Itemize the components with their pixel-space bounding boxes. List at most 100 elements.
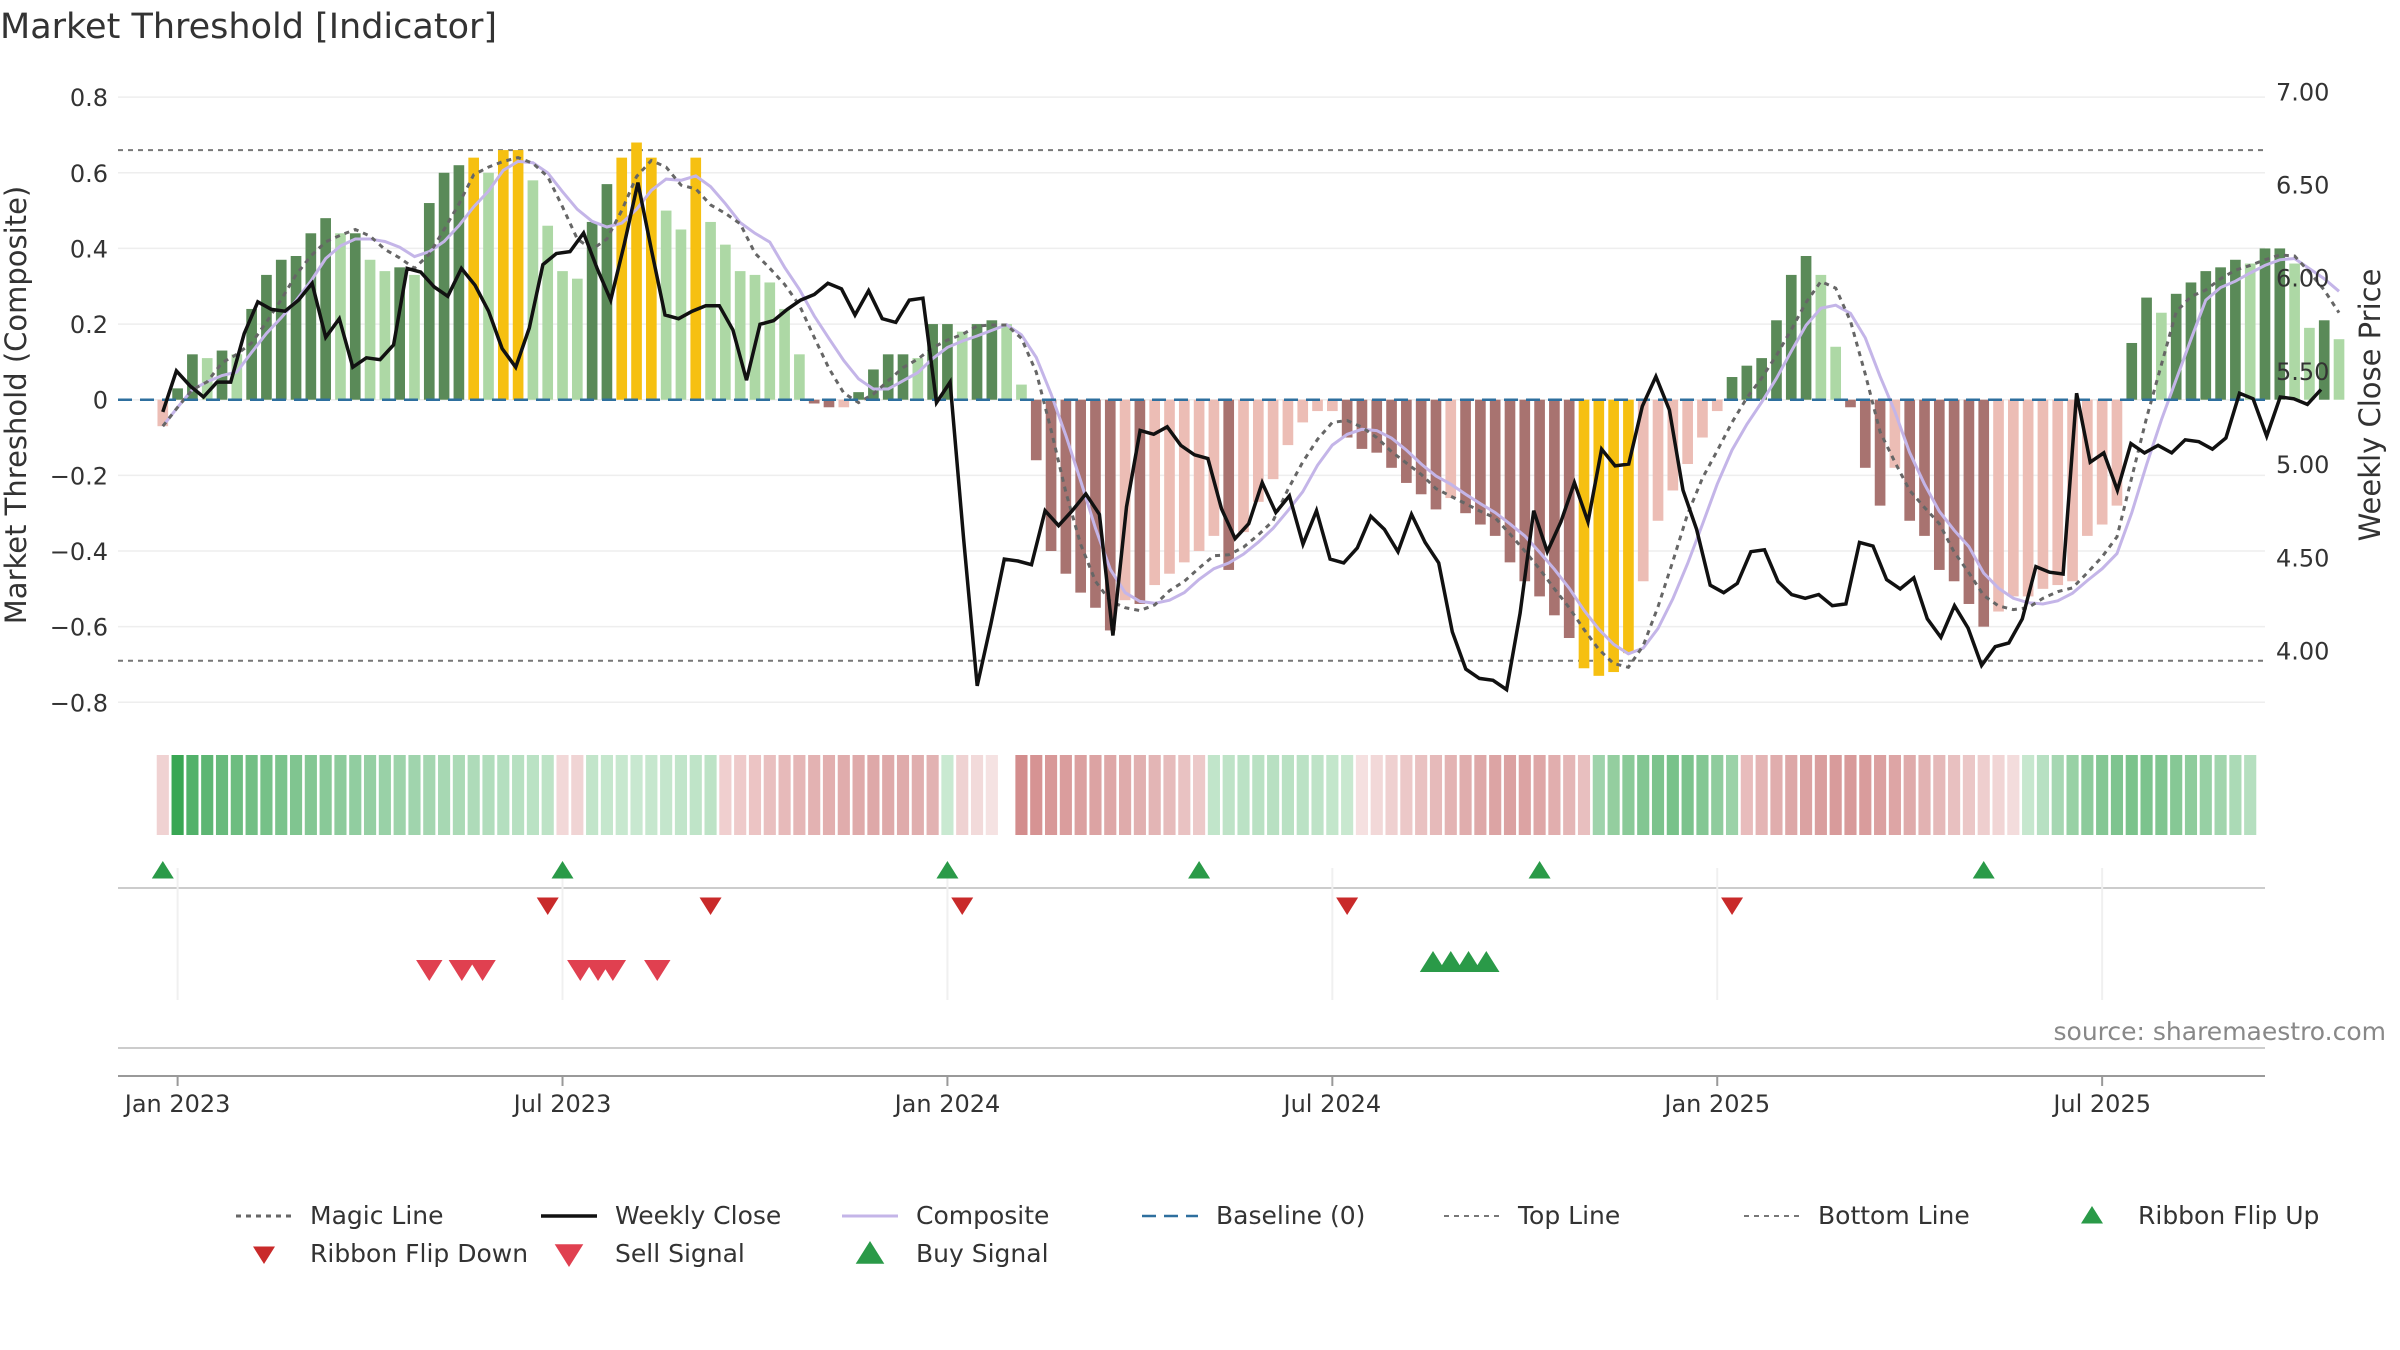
ribbon-cell (1622, 755, 1635, 835)
legend-label: Sell Signal (615, 1239, 745, 1268)
ribbon-cell (1489, 755, 1502, 835)
composite-bar (1637, 399, 1649, 582)
ribbon-cell (2096, 755, 2109, 835)
ribbon-cell (1089, 755, 1102, 835)
right-tick-label: 4.00 (2276, 637, 2329, 665)
composite-bar (1030, 399, 1042, 461)
composite-bar (1208, 399, 1220, 536)
composite-bar (1697, 399, 1708, 438)
ribbon-cell (156, 755, 169, 835)
composite-bar (2215, 267, 2226, 400)
composite-bar (1386, 399, 1397, 468)
ribbon-cell (541, 755, 554, 835)
legend-item-flipup: Ribbon Flip Up (2081, 1201, 2319, 1230)
right-tick-label: 6.00 (2276, 265, 2329, 293)
ribbon-cell (1962, 755, 1975, 835)
ribbon-cell (512, 755, 525, 835)
ribbon-cell (186, 755, 199, 835)
composite-bar (468, 157, 480, 400)
composite-bar (631, 142, 642, 400)
ribbon-cell (1874, 755, 1887, 835)
ribbon-cell (1755, 755, 1768, 835)
ribbon-flip-down-marker (536, 897, 559, 915)
ribbon-cell (778, 755, 791, 835)
ribbon-cell (793, 755, 806, 835)
ribbon-cell (1355, 755, 1369, 835)
composite-bar (1489, 399, 1501, 536)
ribbon-cell (1725, 755, 1739, 835)
series-lines (118, 156, 2341, 693)
ribbon-cell (956, 755, 969, 835)
ribbon-cell (2199, 755, 2212, 835)
ribbon-cell (1044, 755, 1058, 835)
composite-bar (1178, 399, 1190, 563)
legend-item-baseline: Baseline (0) (1142, 1201, 1365, 1230)
composite-bar (1726, 377, 1738, 400)
sell-signal-marker (567, 960, 594, 981)
composite-bar (497, 150, 509, 400)
composite-bar (1948, 399, 1960, 582)
ribbon-cell (1696, 755, 1709, 835)
ribbon-cell (1592, 755, 1605, 835)
composite-bar (1711, 399, 1723, 412)
right-tick-label: 6.50 (2276, 172, 2329, 200)
signal-rows (118, 861, 2265, 1049)
composite-bar (912, 358, 924, 400)
x-tick-label: Jan 2023 (123, 1090, 231, 1118)
ribbon-cell (1829, 755, 1842, 835)
ribbon-cell (852, 755, 865, 835)
ribbon-cell (304, 755, 317, 835)
right-tick-label: 5.00 (2276, 451, 2329, 479)
composite-bar (187, 354, 198, 400)
legend-swatch (554, 1244, 584, 1267)
composite-bar (2141, 297, 2152, 400)
ribbon-cell (1518, 755, 1531, 835)
ribbon-cell (1341, 755, 1354, 835)
ribbon-cell (1918, 755, 1931, 835)
x-tick-label: Jul 2025 (2051, 1090, 2151, 1118)
ribbon-cell (1607, 755, 1620, 835)
legend-item-magic: Magic Line (236, 1201, 444, 1230)
composite-bar (1741, 365, 1753, 400)
ribbon-cell (171, 755, 184, 835)
composite-bar (172, 388, 183, 400)
ribbon-flip-up-marker (1972, 861, 1995, 879)
legend-label: Baseline (0) (1216, 1201, 1365, 1230)
left-tick-label: 0 (93, 387, 108, 415)
ribbon-cell (2155, 755, 2168, 835)
composite-bar (971, 324, 983, 400)
composite-bar (1608, 399, 1619, 673)
ribbon-cell (482, 755, 495, 835)
composite-bar (2126, 342, 2138, 400)
ribbon-cell (837, 755, 850, 835)
ribbon-flip-up-marker (1188, 861, 1211, 879)
ribbon-cell (911, 755, 924, 835)
composite-bar (1164, 399, 1175, 574)
ribbon-cell (1370, 755, 1383, 835)
x-tick-label: Jul 2024 (1281, 1090, 1381, 1118)
ribbon-cell (1533, 755, 1546, 835)
composite-bar (1401, 399, 1412, 483)
ribbon-cell (1651, 755, 1665, 835)
composite-bar (1267, 399, 1279, 480)
right-tick-label: 4.50 (2276, 544, 2329, 572)
composite-bar (1978, 399, 1990, 627)
composite-bar (438, 172, 450, 400)
composite-bar (1149, 399, 1161, 586)
composite-bar (1504, 399, 1516, 563)
composite-bar (1578, 399, 1590, 669)
ribbon-cell (1844, 755, 1857, 835)
composite-bar (275, 259, 287, 400)
ribbon-cell (245, 755, 258, 835)
composite-bar (1845, 399, 1856, 408)
composite-bar (1933, 399, 1945, 570)
ribbon-cell (1563, 755, 1576, 835)
composite-bar (2096, 399, 2108, 525)
ribbon-cell (2022, 755, 2035, 835)
legend-swatch (855, 1241, 885, 1264)
ribbon-cell (2244, 755, 2257, 835)
ribbon-cell (1711, 755, 1724, 835)
ribbon-cell (645, 755, 658, 835)
composite-bar (764, 282, 776, 400)
ribbon-cell (1222, 755, 1235, 835)
